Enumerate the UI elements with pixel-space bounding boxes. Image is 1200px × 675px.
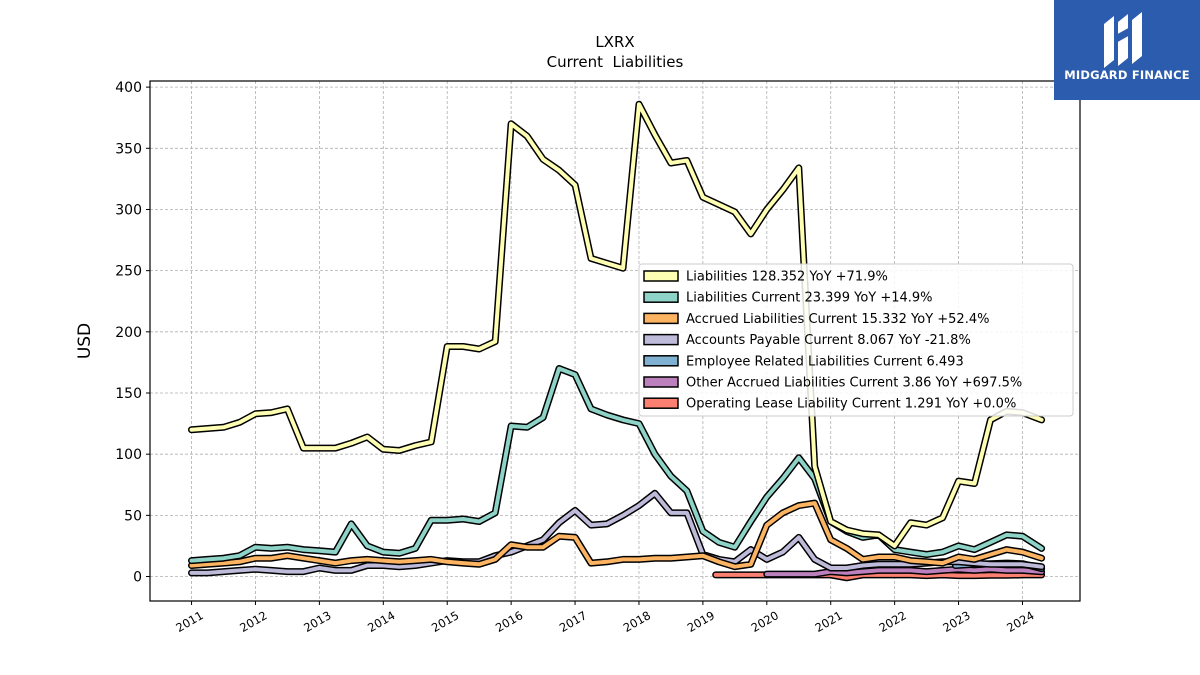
x-tick-label: 2015 [429, 608, 461, 635]
legend-swatch [643, 355, 679, 367]
brand-name: MIDGARD FINANCE [1064, 68, 1190, 82]
x-tick-label: 2023 [940, 608, 972, 635]
x-tick-label: 2016 [493, 608, 525, 635]
legend: Liabilities 128.352 YoY +71.9% Liabilitie… [638, 263, 1074, 417]
legend-swatch [643, 291, 679, 303]
x-tick-label: 2013 [301, 608, 333, 635]
x-tick-label: 2024 [1004, 608, 1036, 635]
legend-label: Employee Related Liabilities Current 6.4… [686, 354, 964, 369]
x-tick-label: 2020 [749, 608, 781, 635]
y-tick-label: 0 [133, 570, 142, 586]
y-axis-label: USD [75, 323, 95, 359]
legend-label: Liabilities Current 23.399 YoY +14.9% [686, 291, 933, 306]
chart-subtitle: Current Liabilities [547, 53, 684, 71]
series-line-accounts-payable-current [189, 491, 1044, 575]
y-tick-label: 150 [115, 386, 142, 402]
midgard-m-logo-icon [1104, 12, 1142, 68]
legend-label: Accrued Liabilities Current 15.332 YoY +… [686, 312, 989, 327]
legend-label: Other Accrued Liabilities Current 3.86 Y… [686, 376, 1022, 391]
chart-title: LXRX [595, 33, 634, 51]
y-tick-label: 100 [115, 447, 142, 463]
legend-swatch [643, 397, 679, 409]
x-tick-label: 2012 [237, 608, 269, 635]
x-tick-label: 2021 [813, 608, 845, 635]
series-layer [188, 100, 1046, 582]
legend-swatch [643, 312, 679, 325]
y-tick-label: 350 [115, 141, 142, 157]
legend-label: Liabilities 128.352 YoY +71.9% [686, 270, 888, 285]
midgard-finance-logo: MIDGARD FINANCE [1054, 0, 1200, 100]
x-tick-label: 2014 [365, 608, 397, 635]
series-line-accrued-liabilities-current [189, 501, 1044, 569]
legend-swatch [643, 376, 679, 388]
series-line-liabilities-current [189, 366, 1044, 563]
legend-swatch [643, 270, 679, 282]
legend-swatch [643, 333, 679, 346]
series-line-other-accrued-liabilities-current [764, 567, 1044, 577]
legend-label: Accounts Payable Current 8.067 YoY -21.8… [686, 333, 971, 348]
x-tick-label: 2011 [173, 608, 205, 635]
y-tick-label: 200 [115, 325, 142, 341]
plot-frame [149, 80, 1081, 602]
y-tick-label: 300 [115, 202, 142, 218]
series-line-liabilities [189, 102, 1044, 548]
x-tick-label: 2019 [685, 608, 717, 635]
y-tick-label: 400 [115, 80, 142, 96]
x-tick-label: 2018 [621, 608, 653, 635]
y-tick-label: 250 [115, 264, 142, 280]
x-tick-label: 2017 [557, 608, 589, 635]
legend-box [638, 263, 1074, 417]
y-tick-label: 50 [124, 508, 142, 524]
x-tick-label: 2022 [876, 608, 908, 635]
legend-label: Operating Lease Liability Current 1.291 … [686, 397, 1016, 412]
